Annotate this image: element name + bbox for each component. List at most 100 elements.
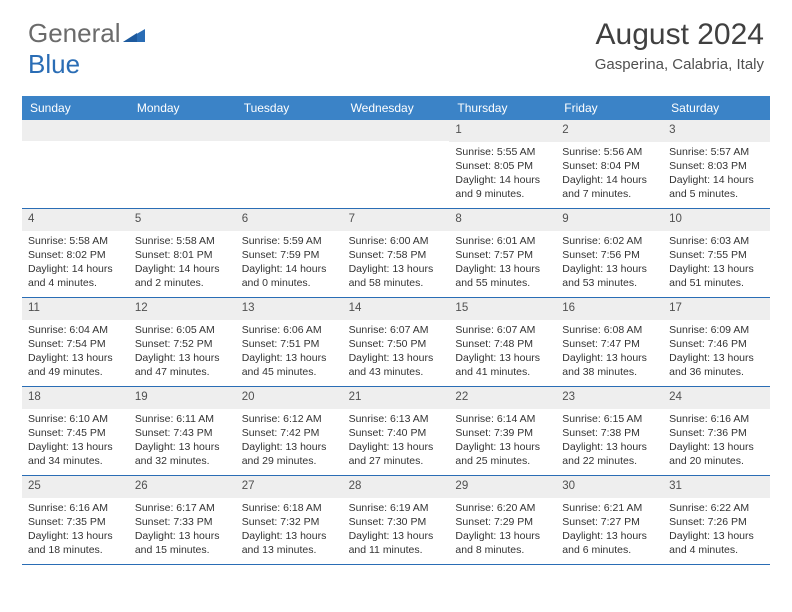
- day-line: Daylight: 13 hours: [669, 529, 764, 543]
- day-line: Sunset: 8:03 PM: [669, 159, 764, 173]
- day-number: 28: [343, 476, 450, 498]
- day-line: and 43 minutes.: [349, 365, 444, 379]
- day-line: Sunrise: 6:05 AM: [135, 323, 230, 337]
- day-number: 6: [236, 209, 343, 231]
- day-line: Daylight: 13 hours: [455, 440, 550, 454]
- day-line: Sunset: 7:46 PM: [669, 337, 764, 351]
- day-content: Sunrise: 6:21 AMSunset: 7:27 PMDaylight:…: [556, 498, 663, 564]
- brand-text: GeneralBlue: [28, 18, 145, 80]
- day-line: Sunset: 7:54 PM: [28, 337, 123, 351]
- day-line: Sunrise: 6:18 AM: [242, 501, 337, 515]
- day-line: Sunset: 7:57 PM: [455, 248, 550, 262]
- day-line: Daylight: 13 hours: [28, 529, 123, 543]
- day-line: and 34 minutes.: [28, 454, 123, 468]
- day-line: Sunrise: 6:17 AM: [135, 501, 230, 515]
- day-cell: [236, 120, 343, 208]
- day-line: Sunrise: 6:02 AM: [562, 234, 657, 248]
- page-header: GeneralBlue August 2024 Gasperina, Calab…: [0, 0, 792, 88]
- day-cell: 6 Sunrise: 5:59 AMSunset: 7:59 PMDaylight…: [236, 209, 343, 297]
- day-number: 19: [129, 387, 236, 409]
- day-number: 10: [663, 209, 770, 231]
- day-content: Sunrise: 6:15 AMSunset: 7:38 PMDaylight:…: [556, 409, 663, 475]
- day-content: Sunrise: 5:56 AMSunset: 8:04 PMDaylight:…: [556, 142, 663, 208]
- day-number: 7: [343, 209, 450, 231]
- day-line: Daylight: 14 hours: [28, 262, 123, 276]
- day-number: 9: [556, 209, 663, 231]
- day-line: Sunrise: 6:08 AM: [562, 323, 657, 337]
- day-number: 31: [663, 476, 770, 498]
- day-content: Sunrise: 6:11 AMSunset: 7:43 PMDaylight:…: [129, 409, 236, 475]
- day-line: and 11 minutes.: [349, 543, 444, 557]
- day-cell: 18Sunrise: 6:10 AMSunset: 7:45 PMDayligh…: [22, 387, 129, 475]
- day-content: Sunrise: 6:16 AMSunset: 7:36 PMDaylight:…: [663, 409, 770, 475]
- day-line: and 15 minutes.: [135, 543, 230, 557]
- day-line: Daylight: 14 hours: [242, 262, 337, 276]
- calendar-grid: Sunday Monday Tuesday Wednesday Thursday…: [22, 96, 770, 565]
- day-line: Sunrise: 5:59 AM: [242, 234, 337, 248]
- day-content: [22, 141, 129, 150]
- day-line: and 8 minutes.: [455, 543, 550, 557]
- day-number: 29: [449, 476, 556, 498]
- day-line: and 4 minutes.: [28, 276, 123, 290]
- day-cell: 1Sunrise: 5:55 AMSunset: 8:05 PMDaylight…: [449, 120, 556, 208]
- day-line: Daylight: 13 hours: [349, 529, 444, 543]
- day-line: Sunset: 7:43 PM: [135, 426, 230, 440]
- day-content: Sunrise: 6:22 AMSunset: 7:26 PMDaylight:…: [663, 498, 770, 564]
- day-content: Sunrise: 5:58 AMSunset: 8:01 PMDaylight:…: [129, 231, 236, 297]
- day-line: Daylight: 13 hours: [349, 351, 444, 365]
- weekday-header: Tuesday: [236, 96, 343, 120]
- day-content: [129, 141, 236, 150]
- day-line: Daylight: 13 hours: [455, 529, 550, 543]
- day-line: Sunset: 7:48 PM: [455, 337, 550, 351]
- day-number: 13: [236, 298, 343, 320]
- day-cell: 29Sunrise: 6:20 AMSunset: 7:29 PMDayligh…: [449, 476, 556, 564]
- day-number: 25: [22, 476, 129, 498]
- day-line: Sunset: 7:56 PM: [562, 248, 657, 262]
- day-cell: 13Sunrise: 6:06 AMSunset: 7:51 PMDayligh…: [236, 298, 343, 386]
- day-content: Sunrise: 6:00 AMSunset: 7:58 PMDaylight:…: [343, 231, 450, 297]
- day-line: Sunrise: 6:00 AM: [349, 234, 444, 248]
- day-cell: 19Sunrise: 6:11 AMSunset: 7:43 PMDayligh…: [129, 387, 236, 475]
- day-line: and 20 minutes.: [669, 454, 764, 468]
- weekday-header: Monday: [129, 96, 236, 120]
- day-content: Sunrise: 6:05 AMSunset: 7:52 PMDaylight:…: [129, 320, 236, 386]
- day-line: and 6 minutes.: [562, 543, 657, 557]
- day-cell: 8Sunrise: 6:01 AMSunset: 7:57 PMDaylight…: [449, 209, 556, 297]
- day-line: Sunset: 7:35 PM: [28, 515, 123, 529]
- day-line: and 22 minutes.: [562, 454, 657, 468]
- day-line: and 29 minutes.: [242, 454, 337, 468]
- day-line: and 38 minutes.: [562, 365, 657, 379]
- day-line: Sunrise: 6:06 AM: [242, 323, 337, 337]
- day-cell: 16Sunrise: 6:08 AMSunset: 7:47 PMDayligh…: [556, 298, 663, 386]
- day-line: Sunrise: 5:55 AM: [455, 145, 550, 159]
- day-line: Sunset: 7:59 PM: [242, 248, 337, 262]
- day-line: Sunrise: 6:15 AM: [562, 412, 657, 426]
- day-line: and 13 minutes.: [242, 543, 337, 557]
- day-line: Daylight: 13 hours: [28, 440, 123, 454]
- day-line: Daylight: 14 hours: [455, 173, 550, 187]
- day-line: and 4 minutes.: [669, 543, 764, 557]
- day-line: Sunrise: 6:01 AM: [455, 234, 550, 248]
- day-line: Sunset: 7:40 PM: [349, 426, 444, 440]
- day-cell: 15Sunrise: 6:07 AMSunset: 7:48 PMDayligh…: [449, 298, 556, 386]
- weekday-header: Saturday: [663, 96, 770, 120]
- day-line: Sunset: 7:52 PM: [135, 337, 230, 351]
- day-line: and 25 minutes.: [455, 454, 550, 468]
- day-content: Sunrise: 6:03 AMSunset: 7:55 PMDaylight:…: [663, 231, 770, 297]
- day-content: Sunrise: 6:07 AMSunset: 7:48 PMDaylight:…: [449, 320, 556, 386]
- day-line: Sunrise: 5:56 AM: [562, 145, 657, 159]
- day-line: Sunset: 7:55 PM: [669, 248, 764, 262]
- day-line: Sunrise: 6:07 AM: [455, 323, 550, 337]
- day-number: 30: [556, 476, 663, 498]
- day-line: Sunset: 8:01 PM: [135, 248, 230, 262]
- day-number: 1: [449, 120, 556, 142]
- day-cell: [129, 120, 236, 208]
- weekday-header: Wednesday: [343, 96, 450, 120]
- day-number-empty: [129, 120, 236, 141]
- day-line: Daylight: 13 hours: [135, 529, 230, 543]
- day-cell: 27Sunrise: 6:18 AMSunset: 7:32 PMDayligh…: [236, 476, 343, 564]
- day-number: 11: [22, 298, 129, 320]
- day-line: Sunrise: 6:12 AM: [242, 412, 337, 426]
- day-cell: 5Sunrise: 5:58 AMSunset: 8:01 PMDaylight…: [129, 209, 236, 297]
- day-number: 17: [663, 298, 770, 320]
